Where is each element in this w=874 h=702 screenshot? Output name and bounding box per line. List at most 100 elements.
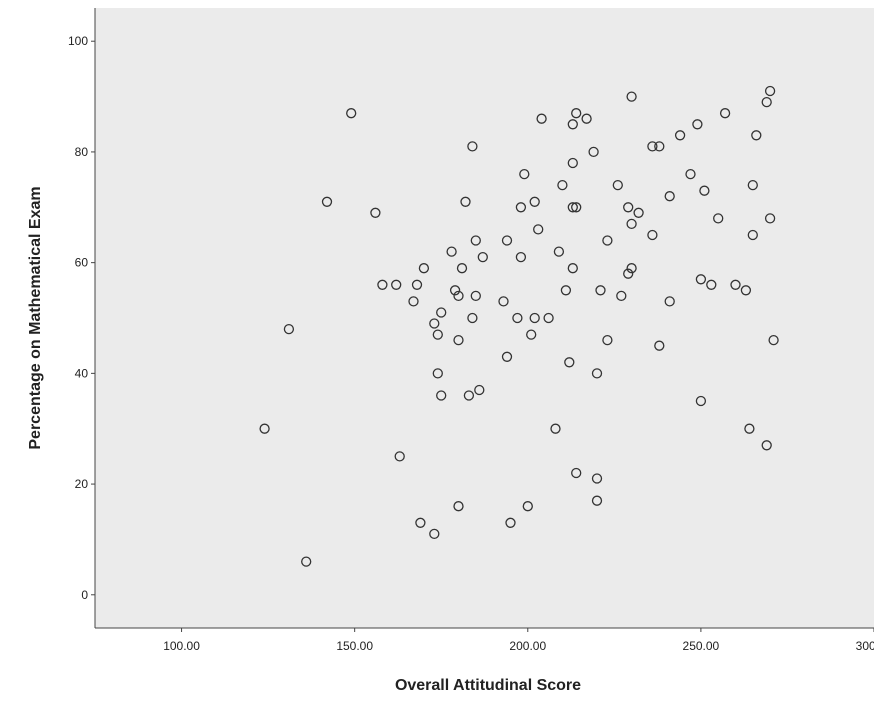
x-tick-label: 100.00: [163, 639, 200, 653]
data-point: [751, 130, 762, 141]
data-point: [595, 285, 606, 296]
data-point: [259, 423, 270, 434]
data-point: [626, 91, 637, 102]
y-tick-label: 20: [75, 477, 89, 491]
data-point: [463, 390, 475, 401]
data-point: [730, 279, 741, 290]
data-point: [453, 501, 464, 512]
data-point: [418, 263, 430, 274]
data-point: [664, 296, 675, 307]
data-point: [602, 334, 613, 346]
data-point: [713, 213, 724, 224]
data-points: [259, 85, 779, 567]
data-point: [283, 323, 295, 335]
y-tick-label: 60: [75, 256, 89, 270]
data-point: [567, 157, 578, 169]
data-point: [505, 517, 516, 528]
data-point: [515, 202, 527, 213]
data-point: [560, 285, 572, 296]
data-point: [453, 334, 464, 346]
data-point: [567, 119, 578, 130]
data-point: [747, 229, 758, 241]
data-point: [695, 274, 707, 285]
data-point: [429, 318, 440, 329]
data-point: [470, 235, 481, 246]
data-point: [692, 119, 703, 130]
data-point: [588, 146, 599, 158]
data-point: [706, 279, 717, 290]
data-point: [446, 246, 457, 257]
plot-area: [95, 8, 874, 628]
y-tick-label: 100: [68, 34, 88, 48]
data-point: [522, 501, 533, 512]
data-point: [602, 235, 613, 246]
data-point: [321, 196, 333, 207]
data-point: [533, 224, 544, 235]
y-axis-ticks: 0 20 40 60 80 100: [68, 34, 95, 602]
data-point: [564, 357, 575, 368]
data-point: [740, 285, 752, 296]
data-point: [529, 312, 540, 324]
x-axis-title: Overall Attitudinal Score: [395, 677, 581, 694]
data-point: [474, 384, 485, 396]
data-point: [761, 440, 772, 451]
data-point: [591, 368, 603, 379]
data-point: [449, 285, 461, 296]
x-axis-ticks: 100.00 150.00 200.00 250.00 300.00: [163, 628, 874, 653]
data-point: [768, 334, 779, 346]
data-point: [591, 495, 603, 506]
data-point: [301, 556, 312, 567]
data-point: [550, 423, 561, 434]
data-point: [429, 528, 440, 540]
data-point: [553, 246, 565, 257]
data-point: [654, 141, 665, 152]
data-point: [477, 251, 488, 263]
data-point: [626, 263, 637, 274]
data-point: [377, 279, 388, 290]
data-point: [571, 108, 582, 119]
data-point: [391, 279, 402, 290]
data-point: [453, 290, 464, 302]
data-point: [612, 179, 623, 191]
data-point: [674, 130, 686, 141]
data-point: [456, 263, 468, 274]
data-point: [623, 202, 634, 213]
data-point: [415, 517, 426, 528]
data-point: [529, 196, 540, 207]
data-point: [719, 108, 731, 119]
data-point: [432, 329, 443, 340]
data-point: [581, 113, 592, 124]
data-point: [526, 329, 537, 340]
y-axis-title: Percentage on Mathematical Exam: [27, 186, 44, 449]
data-point: [567, 202, 578, 213]
data-point: [501, 351, 513, 362]
x-tick-label: 300.00: [856, 639, 874, 653]
data-point: [626, 218, 637, 230]
x-tick-label: 150.00: [336, 639, 373, 653]
y-tick-label: 40: [75, 366, 89, 380]
data-point: [498, 296, 509, 307]
data-point: [695, 395, 707, 407]
data-point: [744, 423, 755, 434]
data-point: [467, 141, 478, 152]
data-point: [571, 467, 582, 479]
data-point: [470, 290, 481, 302]
data-point: [411, 279, 423, 290]
data-point: [512, 312, 523, 324]
data-point: [519, 168, 530, 180]
data-point: [654, 340, 665, 351]
data-point: [536, 113, 547, 124]
data-point: [647, 141, 658, 152]
data-point: [370, 207, 381, 218]
data-point: [436, 307, 447, 318]
data-point: [567, 263, 578, 274]
x-tick-label: 200.00: [509, 639, 546, 653]
data-point: [764, 213, 776, 224]
data-point: [591, 473, 603, 484]
data-point: [664, 191, 675, 202]
data-point: [699, 185, 710, 196]
data-point: [685, 168, 696, 180]
data-point: [346, 108, 357, 119]
data-point: [647, 229, 658, 241]
